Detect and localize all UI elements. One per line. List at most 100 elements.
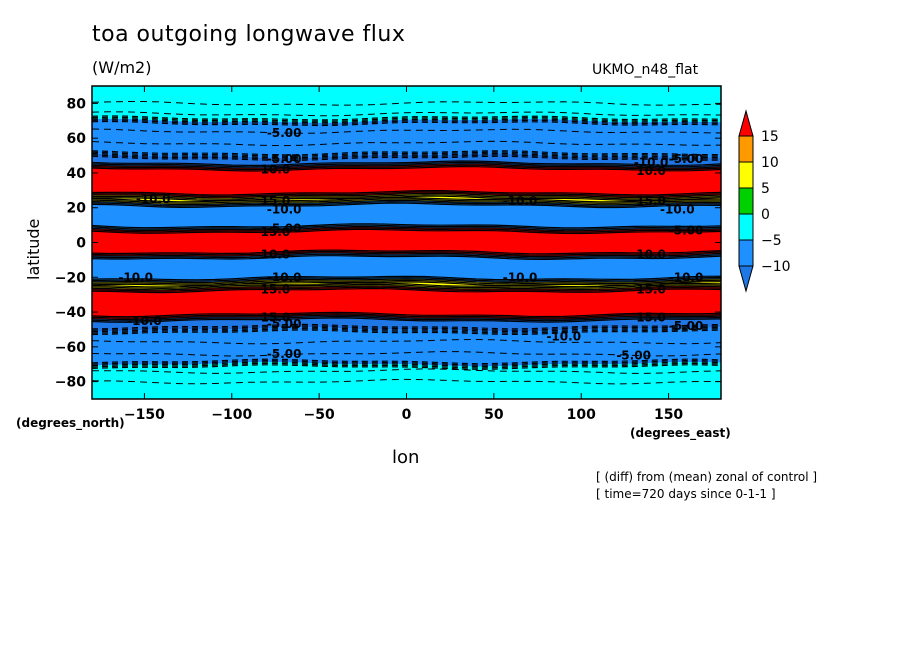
contour-line [91,327,722,334]
colorbar-swatch [738,213,754,241]
contour-line [91,276,722,282]
x-tick-label: −100 [211,407,252,423]
contour-band [92,327,721,367]
contour-label: 15.0 [636,282,666,296]
contour-line [91,255,722,261]
contour-line [91,140,722,147]
contour-line [92,194,722,200]
y-tick-label: 80 [67,96,87,112]
y-tick-label: −40 [55,305,86,321]
contour-line [92,192,722,199]
contour-line [91,323,722,330]
contour-line [91,226,722,232]
y-tick-label: −80 [55,375,86,391]
contour-label: 15.0 [636,194,666,208]
y-tick-label: −20 [55,270,86,286]
chart-title: toa outgoing longwave flux [92,22,406,47]
contour-line [91,351,722,357]
contour-line [91,282,722,288]
contour-line [91,253,722,259]
contour-line [91,164,722,171]
contour-line [91,361,722,368]
colorbar: 15 10 5 0 −5 −10 [738,109,791,293]
note-diff: [ (diff) from (mean) zonal of control ] [596,470,818,484]
contour-label: -10.0 [267,202,302,216]
contour-label: -5.00 [267,126,302,140]
contour-line [91,359,722,366]
contour-line [91,118,722,124]
contour-line [91,317,722,323]
contour-label: -5.00 [669,152,704,166]
contour-line [91,329,722,336]
y-tick-label: −60 [55,340,86,356]
colorbar-label: 10 [761,155,779,171]
contour-label: 15.0 [636,310,666,324]
colorbar-swatch [738,135,754,163]
contour-line [91,224,722,230]
contour-band [92,285,721,320]
note-time: [ time=720 days since 0-1-1 ] [596,487,776,501]
contour-label: -5.00 [267,222,302,236]
contour-line [91,314,722,321]
contour-line [91,163,722,169]
contour-line [91,223,722,229]
contour-line [91,287,722,294]
contour-band [92,118,721,158]
contour-line [91,197,722,203]
colorbar-swatch [738,239,754,267]
colorbar-label: 15 [761,129,779,145]
contour-line [91,152,721,159]
contour-line [91,227,722,233]
contour-line [91,286,722,292]
contour-line [91,155,721,162]
contour-line [91,250,722,256]
contour-line [91,313,722,319]
contour-line [91,362,722,369]
x-axis-label: lon [392,447,420,468]
contour-label: -10.0 [546,329,581,343]
contour-line [91,191,722,198]
contour-line [91,378,721,385]
contour-line [91,279,722,285]
contour-line [91,338,722,345]
contour-line [91,115,722,121]
contour-lines-layer [91,101,722,385]
x-tick-label: −50 [304,407,335,423]
colorbar-arrow-top [738,109,754,137]
y-tick-label: 0 [76,236,86,252]
contour-label: 15.0 [261,282,291,296]
contour-label: -10.0 [503,270,538,284]
contour-label: -10.0 [634,156,669,170]
contour-line [91,128,722,134]
contour-label: -10.0 [267,270,302,284]
contour-label: 15.0 [261,194,291,208]
contour-line [91,202,722,209]
x-tick-label: 0 [402,407,412,423]
contour-line [91,201,722,207]
contour-line [91,151,721,157]
y-tick-label: 60 [67,131,87,147]
contour-label: -5.00 [616,349,651,363]
contour-line [91,154,721,160]
y-tick-label: 40 [67,166,87,182]
x-tick-label: 50 [484,407,504,423]
contour-label: 15.0 [261,225,291,239]
contour-line [91,195,722,202]
contour-line [91,119,722,125]
contour-label: -10.0 [669,270,704,284]
contour-label: 10.0 [636,248,666,262]
contour-label: 10.0 [261,248,291,262]
contour-line [91,358,722,365]
contour-label: -5.00 [267,347,302,361]
contour-band [92,86,721,123]
chart-units: (W/m2) [92,58,152,77]
contour-label: -10.0 [118,270,153,284]
contour-line [91,285,722,291]
contour-line [91,111,722,117]
contour-band [92,200,721,231]
contour-label: 10.0 [261,162,291,176]
colorbar-swatch [738,161,754,189]
y-axis-unit: (degrees_north) [16,416,125,430]
contour-label: -10.0 [660,202,695,216]
